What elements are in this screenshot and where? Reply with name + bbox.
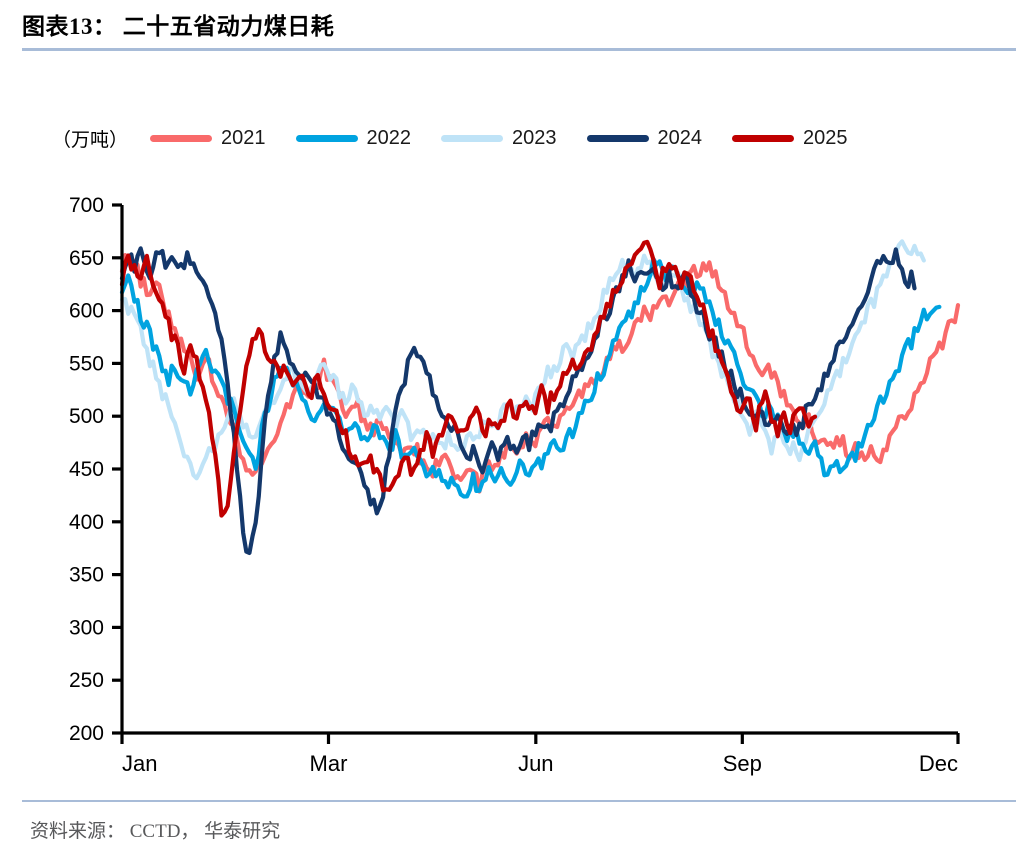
y-tick-label: 400 <box>69 511 104 534</box>
source-note: 资料来源： CCTD， 华泰研究 <box>30 821 281 842</box>
x-tick-label: Sep <box>723 751 762 776</box>
legend-label-2024: 2024 <box>657 126 703 149</box>
figure-title: 图表13： 二十五省动力煤日耗 <box>22 14 335 39</box>
legend-label-2022: 2022 <box>366 126 412 149</box>
x-axis-ticks: Jan Mar Jun Sep Dec <box>120 733 960 776</box>
legend-item-2022[interactable]: 2022 <box>295 126 412 150</box>
chart-plot-area: 200 250 300 350 400 450 500 550 600 650 700 Jan Mar… <box>0 170 1036 795</box>
legend-unit-label: （万吨） <box>52 129 129 151</box>
y-tick-label: 700 <box>69 194 104 217</box>
legend-swatch-2022 <box>295 134 358 142</box>
y-tick-label: 600 <box>69 300 104 323</box>
chart-legend: （万吨） 2021 2022 2023 2024 2025 <box>52 124 878 152</box>
legend-swatch-2025 <box>732 134 795 142</box>
legend-label-2021: 2021 <box>221 126 266 149</box>
y-tick-label: 200 <box>69 722 104 745</box>
x-tick-label: Jan <box>122 751 157 776</box>
legend-swatch-2021 <box>150 134 213 142</box>
legend-item-2021[interactable]: 2021 <box>150 127 266 150</box>
y-tick-label: 550 <box>69 352 104 375</box>
legend-swatch-2023 <box>441 134 504 142</box>
x-tick-label: Mar <box>310 751 348 776</box>
y-tick-label: 500 <box>69 405 104 428</box>
chart-series-group <box>119 239 961 556</box>
series-line-2025 <box>119 239 818 518</box>
legend-item-2024[interactable]: 2024 <box>586 126 703 150</box>
y-tick-label: 250 <box>69 669 104 692</box>
line-chart-svg: 200 250 300 350 400 450 500 550 600 650 700 Jan Mar… <box>69 194 961 776</box>
figure-header: 图表13： 二十五省动力煤日耗 <box>22 12 1016 54</box>
x-tick-label: Jun <box>518 751 553 776</box>
y-tick-label: 450 <box>69 458 104 481</box>
y-tick-label: 350 <box>69 564 104 587</box>
y-tick-label: 650 <box>69 247 104 270</box>
header-divider <box>22 48 1016 51</box>
footer-divider <box>22 800 1016 802</box>
legend-item-2023[interactable]: 2023 <box>441 127 557 150</box>
legend-label-2025: 2025 <box>803 126 848 149</box>
y-tick-label: 300 <box>69 616 104 639</box>
x-tick-label: Dec <box>919 751 958 776</box>
legend-swatch-2024 <box>586 134 649 142</box>
legend-item-2025[interactable]: 2025 <box>732 127 848 150</box>
series-line-2022 <box>119 256 942 499</box>
series-line-2024 <box>119 246 917 556</box>
y-axis-ticks: 200 250 300 350 400 450 500 550 600 650 700 <box>69 194 122 745</box>
legend-label-2023: 2023 <box>512 126 557 149</box>
